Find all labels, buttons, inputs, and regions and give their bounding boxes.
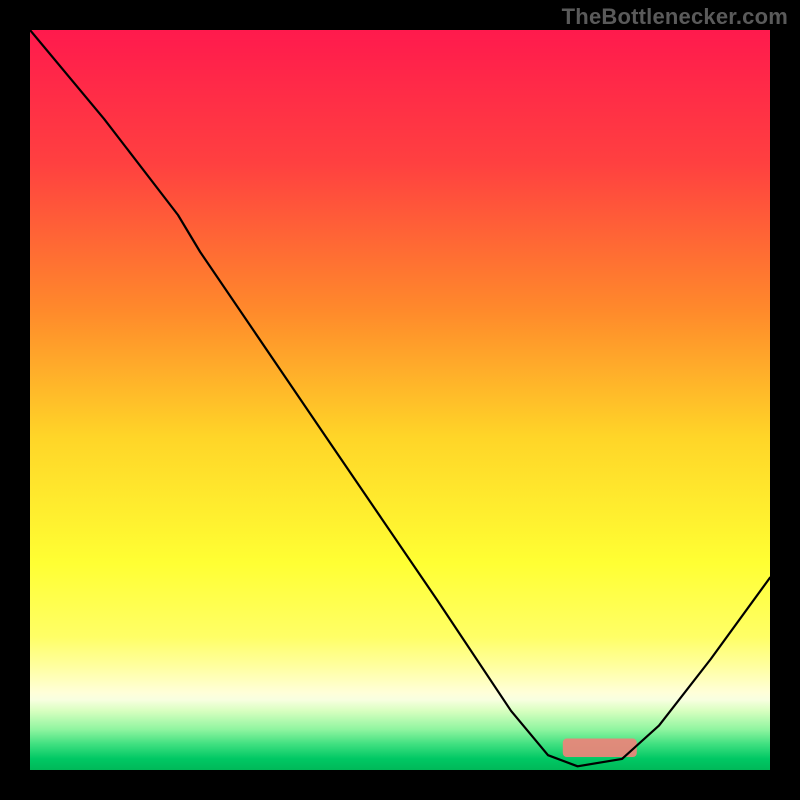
gradient-background [30, 30, 770, 770]
chart-container: TheBottlenecker.com [0, 0, 800, 800]
plot-area [30, 30, 770, 770]
watermark-text: TheBottlenecker.com [562, 4, 788, 30]
